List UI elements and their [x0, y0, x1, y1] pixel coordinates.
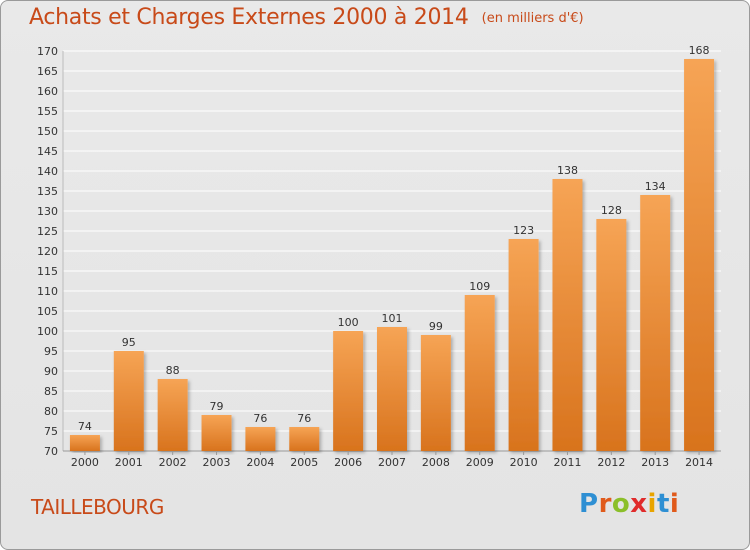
x-tick-label: 2002 — [159, 456, 187, 469]
x-tick-label: 2009 — [466, 456, 494, 469]
x-tick-label: 2000 — [71, 456, 99, 469]
data-label: 138 — [557, 164, 578, 177]
bar — [640, 195, 671, 451]
proxiti-logo[interactable]: Proxiti — [579, 489, 679, 519]
data-label: 168 — [689, 44, 710, 57]
y-tick-label: 170 — [37, 45, 58, 58]
y-tick-label: 165 — [37, 65, 58, 78]
data-label: 99 — [429, 320, 443, 333]
data-label: 123 — [513, 224, 534, 237]
x-tick-label: 2003 — [203, 456, 231, 469]
data-label: 88 — [166, 364, 180, 377]
bar — [201, 415, 232, 451]
x-tick-label: 2004 — [246, 456, 274, 469]
y-tick-label: 125 — [37, 225, 58, 238]
y-tick-label: 80 — [44, 405, 58, 418]
chart-title: Achats et Charges Externes 2000 à 2014 — [29, 5, 469, 30]
bar — [508, 239, 539, 451]
data-label: 76 — [297, 412, 311, 425]
data-label: 76 — [253, 412, 267, 425]
y-tick-label: 120 — [37, 245, 58, 258]
bar — [684, 59, 715, 451]
y-tick-label: 135 — [37, 185, 58, 198]
data-label: 100 — [338, 316, 359, 329]
logo-letter: x — [630, 489, 648, 519]
data-label: 109 — [469, 280, 490, 293]
y-tick-label: 110 — [37, 285, 58, 298]
y-tick-label: 70 — [44, 445, 58, 458]
y-tick-label: 75 — [44, 425, 58, 438]
x-tick-label: 2011 — [553, 456, 581, 469]
chart-subtitle: (en milliers d'€) — [481, 11, 584, 26]
data-label: 79 — [210, 400, 224, 413]
y-tick-label: 115 — [37, 265, 58, 278]
x-tick-label: 2013 — [641, 456, 669, 469]
x-tick-label: 2005 — [290, 456, 318, 469]
bar — [464, 295, 495, 451]
bar — [157, 379, 188, 451]
data-label: 128 — [601, 204, 622, 217]
x-tick-label: 2008 — [422, 456, 450, 469]
bar — [377, 327, 407, 451]
logo-letter: i — [669, 489, 680, 519]
logo-letter: o — [611, 489, 631, 519]
data-label: 74 — [78, 420, 92, 433]
x-tick-label: 2007 — [378, 456, 406, 469]
bar — [69, 435, 100, 451]
commune-name: TAILLEBOURG — [31, 495, 164, 519]
bar — [245, 427, 276, 451]
y-tick-label: 160 — [37, 85, 58, 98]
x-tick-label: 2010 — [510, 456, 538, 469]
logo-letter: r — [598, 489, 612, 519]
x-tick-label: 2012 — [597, 456, 625, 469]
y-tick-label: 150 — [37, 125, 58, 138]
logo-letter: i — [647, 489, 657, 519]
y-tick-label: 105 — [37, 305, 58, 318]
y-tick-label: 145 — [37, 145, 58, 158]
data-label: 134 — [645, 180, 666, 193]
x-tick-label: 2014 — [685, 456, 713, 469]
bar — [596, 219, 627, 451]
title-block: Achats et Charges Externes 2000 à 2014 (… — [29, 5, 584, 30]
y-tick-label: 95 — [44, 345, 58, 358]
data-label: 95 — [122, 336, 136, 349]
y-tick-label: 155 — [37, 105, 58, 118]
bar — [552, 179, 583, 451]
bar — [113, 351, 144, 451]
bar — [333, 331, 364, 451]
y-tick-label: 90 — [44, 365, 58, 378]
logo-letter: P — [579, 489, 599, 519]
y-tick-label: 140 — [37, 165, 58, 178]
y-tick-label: 85 — [44, 385, 58, 398]
data-label: 101 — [382, 312, 403, 325]
x-tick-label: 2001 — [115, 456, 143, 469]
y-tick-label: 100 — [37, 325, 58, 338]
logo-letter: t — [656, 489, 670, 519]
bar — [420, 335, 451, 451]
x-tick-label: 2006 — [334, 456, 362, 469]
y-tick-label: 130 — [37, 205, 58, 218]
bar — [289, 427, 320, 451]
